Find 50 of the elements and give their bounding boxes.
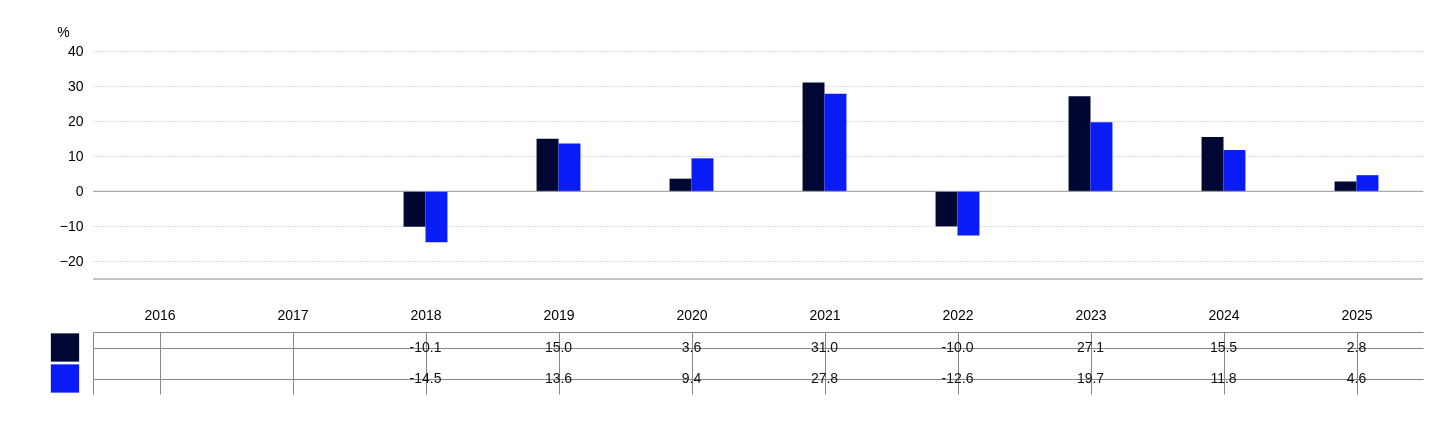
y-tick-label: −10 — [59, 217, 84, 234]
bar — [935, 191, 958, 227]
data-label: 15.5 — [1209, 338, 1238, 355]
bar — [1090, 122, 1113, 192]
x-tick-label: 2020 — [676, 306, 708, 323]
data-label: 9.4 — [681, 369, 702, 386]
bar — [691, 158, 714, 192]
y-tick-label: 0 — [75, 182, 84, 199]
bar — [1068, 96, 1091, 192]
data-label: 15.0 — [544, 338, 573, 355]
y-tick-label: −20 — [59, 252, 84, 269]
x-tick-label: 2024 — [1208, 306, 1240, 323]
data-label: 2.8 — [1346, 338, 1367, 355]
data-label: 13.6 — [544, 369, 573, 386]
data-label: 27.8 — [810, 369, 839, 386]
y-tick-label: 30 — [67, 77, 84, 94]
bar — [558, 143, 581, 192]
bar — [1334, 181, 1357, 192]
bar — [802, 82, 825, 192]
bar — [824, 93, 847, 192]
bar — [1201, 136, 1224, 192]
data-label: 11.8 — [1210, 369, 1237, 386]
x-tick-label: 2022 — [942, 306, 974, 323]
x-tick-label: 2018 — [410, 306, 442, 323]
data-label: 3.6 — [681, 338, 702, 355]
bar — [1356, 175, 1379, 192]
x-tick-label: 2019 — [543, 306, 575, 323]
data-label: 4.6 — [1346, 369, 1367, 386]
y-tick-label: 10 — [67, 147, 84, 164]
bar — [536, 138, 559, 192]
bar — [1223, 149, 1246, 192]
x-tick-label: 2023 — [1075, 306, 1107, 323]
y-axis-title: % — [57, 23, 70, 40]
data-label: 31.0 — [810, 338, 839, 355]
bar — [957, 191, 980, 236]
data-label: -10.1 — [409, 338, 442, 355]
data-label: -14.5 — [409, 369, 442, 386]
x-tick-label: 2025 — [1341, 306, 1373, 323]
y-tick-label: 20 — [67, 112, 84, 129]
data-label: 27.1 — [1076, 338, 1105, 355]
y-tick-label: 40 — [67, 42, 84, 59]
data-label: -10.0 — [941, 338, 974, 355]
x-tick-label: 2016 — [144, 306, 176, 323]
data-label: 19.7 — [1076, 369, 1105, 386]
bar — [403, 191, 426, 227]
bar — [669, 178, 692, 192]
x-tick-label: 2021 — [809, 306, 841, 323]
bar — [425, 191, 448, 243]
data-label: -12.6 — [941, 369, 974, 386]
x-tick-label: 2017 — [277, 306, 309, 323]
